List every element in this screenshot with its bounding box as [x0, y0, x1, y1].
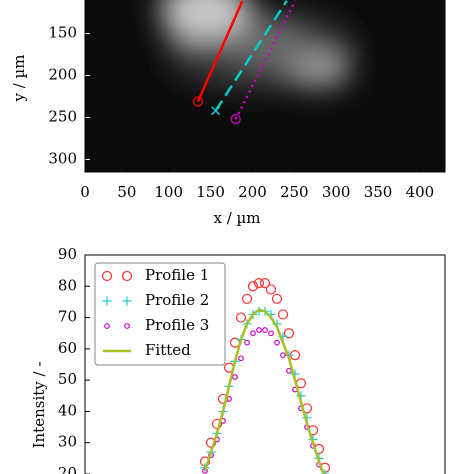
- legend-marker: [124, 323, 130, 329]
- profile-line: [234, 0, 297, 120]
- x-tick-label: 150: [196, 183, 225, 201]
- fit-line: [203, 308, 326, 474]
- x-tick-label: 350: [364, 183, 393, 201]
- marker: [250, 330, 256, 337]
- bottom-frame: [84, 254, 446, 474]
- legend-marker: [101, 270, 113, 282]
- top-frame: [84, 0, 446, 173]
- marker: [235, 312, 247, 323]
- legend-marker: [104, 323, 110, 329]
- x-tick-label: 50: [117, 183, 136, 201]
- marker: [271, 293, 283, 304]
- x-tick-label: 0: [80, 183, 90, 201]
- marker: [253, 278, 265, 289]
- marker: [205, 437, 217, 448]
- marker: [241, 293, 253, 304]
- y-tick-label: 40: [58, 401, 77, 419]
- marker: [238, 355, 244, 362]
- legend-label: Profile 3: [145, 316, 209, 334]
- y-tick-label: 250: [48, 107, 77, 125]
- marker: [286, 367, 292, 374]
- legend: Profile 1 Profile 2 Profile 3 Fitted: [94, 262, 226, 366]
- legend-label: Fitted: [145, 341, 191, 359]
- marker: [268, 330, 274, 337]
- x-tick-label: 400: [406, 183, 435, 201]
- x-tick-label: 250: [280, 183, 309, 201]
- y-tick-label: 50: [58, 370, 77, 388]
- marker: [217, 393, 229, 405]
- plot-area: [199, 278, 331, 474]
- profile-lines: [192, 0, 297, 125]
- marker: [256, 327, 262, 333]
- marker: [192, 96, 204, 107]
- y-tick-label: 60: [58, 339, 77, 357]
- y-tick-label: 150: [48, 24, 77, 42]
- legend-marker: [121, 270, 133, 282]
- y-tick-label: 70: [58, 308, 77, 326]
- heatmap: [85, 0, 445, 172]
- marker: [262, 327, 268, 333]
- y-tick-label: 90: [58, 245, 77, 263]
- marker: [274, 339, 280, 346]
- marker: [265, 284, 277, 295]
- marker: [230, 114, 241, 125]
- x-tick-label: 200: [238, 183, 267, 201]
- y-tick-label: 30: [58, 433, 77, 451]
- x-tick-label: 100: [154, 183, 183, 201]
- marker: [280, 352, 286, 359]
- x-axis-label: x / µm: [213, 209, 260, 227]
- legend-marker: [102, 296, 112, 306]
- profile-line: [196, 0, 244, 103]
- legend-label: Profile 1: [145, 266, 209, 284]
- y-tick-label: 300: [48, 149, 77, 167]
- marker: [259, 278, 271, 289]
- legend-box: [94, 262, 226, 366]
- legend-label: Profile 2: [145, 291, 209, 309]
- y-tick-label: 20: [58, 464, 77, 474]
- y-axis-label: y / µm: [10, 54, 28, 102]
- marker: [211, 106, 221, 116]
- y-tick-label: 200: [48, 66, 77, 84]
- marker: [283, 328, 295, 339]
- top-panel: 0 50 100 150 200 250 300 350 400 150 200 250 300: [48, 0, 435, 201]
- marker: [211, 418, 223, 430]
- y-tick-label: 80: [58, 276, 77, 294]
- marker: [247, 281, 259, 292]
- marker: [244, 339, 250, 346]
- marker: [232, 374, 238, 380]
- x-tick-label: 300: [322, 183, 351, 201]
- marker: [277, 309, 289, 320]
- legend-marker: [122, 296, 132, 306]
- profile-line: [214, 0, 288, 112]
- y-axis-label: Intensity / -: [30, 362, 48, 449]
- marker: [320, 469, 330, 474]
